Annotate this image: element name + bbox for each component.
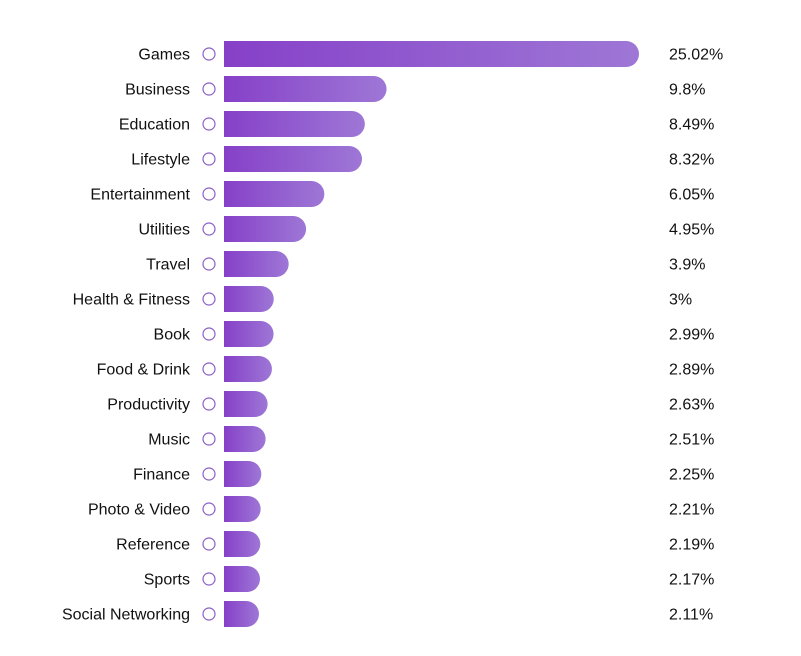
value-label: 2.19% [669, 537, 714, 554]
value-label: 2.17% [669, 572, 714, 589]
category-label: Travel [146, 257, 190, 274]
value-label: 2.99% [669, 327, 714, 344]
bar [224, 356, 272, 382]
bar-row: Utilities 4.95% [138, 216, 714, 242]
value-label: 2.11% [669, 607, 713, 624]
category-label: Sports [144, 572, 190, 589]
value-label: 3% [669, 292, 692, 309]
category-label: Music [148, 432, 190, 449]
bar [224, 391, 268, 417]
category-label: Social Networking [62, 607, 190, 624]
bar-row: Games 25.02% [138, 41, 723, 67]
category-label: Finance [133, 467, 190, 484]
bar-row: Lifestyle 8.32% [131, 146, 714, 172]
bar-row: Sports 2.17% [144, 566, 714, 592]
category-label: Business [125, 82, 190, 99]
circle-outline-icon[interactable] [202, 537, 216, 551]
bar [224, 601, 259, 627]
bar-row: Health & Fitness 3% [73, 286, 692, 312]
circle-outline-icon[interactable] [202, 152, 216, 166]
bar-row: Book 2.99% [154, 321, 714, 347]
category-label: Food & Drink [97, 362, 191, 379]
bar [224, 76, 387, 102]
value-label: 2.25% [669, 467, 714, 484]
bar [224, 286, 274, 312]
bar-row: Finance 2.25% [133, 461, 714, 487]
bar [224, 181, 325, 207]
category-label: Photo & Video [88, 502, 190, 519]
category-label: Utilities [138, 222, 190, 239]
bar-row: Entertainment 6.05% [90, 181, 714, 207]
circle-outline-icon[interactable] [202, 362, 216, 376]
value-label: 3.9% [669, 257, 705, 274]
value-label: 9.8% [669, 82, 705, 99]
category-label: Education [119, 117, 190, 134]
category-label: Book [154, 327, 191, 344]
circle-outline-icon[interactable] [202, 327, 216, 341]
value-label: 4.95% [669, 222, 714, 239]
circle-outline-icon[interactable] [202, 82, 216, 96]
value-label: 2.51% [669, 432, 714, 449]
circle-outline-icon[interactable] [202, 257, 216, 271]
bar-row: Music 2.51% [148, 426, 714, 452]
circle-outline-icon[interactable] [202, 187, 216, 201]
category-label: Health & Fitness [73, 292, 190, 309]
bar [224, 566, 260, 592]
value-label: 8.32% [669, 152, 714, 169]
bar-row: Business 9.8% [125, 76, 705, 102]
bar-row: Education 8.49% [119, 111, 714, 137]
bar-row: Travel 3.9% [146, 251, 705, 277]
bar [224, 146, 363, 172]
bar [224, 461, 262, 487]
category-label: Entertainment [90, 187, 190, 204]
circle-outline-icon[interactable] [202, 502, 216, 516]
circle-outline-icon[interactable] [202, 397, 216, 411]
category-label: Reference [116, 537, 190, 554]
category-label: Productivity [107, 397, 190, 414]
bar [224, 531, 261, 557]
circle-outline-icon[interactable] [202, 432, 216, 446]
plot-area: Games 25.02% Business 9.8% Education 8.49% Lif… [62, 41, 723, 627]
bar [224, 251, 289, 277]
category-label: Games [138, 47, 190, 64]
bar-row: Social Networking 2.11% [62, 601, 713, 627]
circle-outline-icon[interactable] [202, 572, 216, 586]
circle-outline-icon[interactable] [202, 47, 216, 61]
bar [224, 41, 639, 67]
circle-outline-icon[interactable] [202, 607, 216, 621]
value-label: 2.63% [669, 397, 714, 414]
circle-outline-icon[interactable] [202, 222, 216, 236]
value-label: 25.02% [669, 47, 723, 64]
bar-row: Productivity 2.63% [107, 391, 714, 417]
bar [224, 321, 274, 347]
value-label: 2.21% [669, 502, 714, 519]
bar-row: Photo & Video 2.21% [88, 496, 714, 522]
bar [224, 496, 261, 522]
bar [224, 111, 365, 137]
bar [224, 216, 307, 242]
value-label: 2.89% [669, 362, 714, 379]
bar [224, 426, 266, 452]
bar-row: Reference 2.19% [116, 531, 714, 557]
value-label: 6.05% [669, 187, 714, 204]
circle-outline-icon[interactable] [202, 117, 216, 131]
category-label: Lifestyle [131, 152, 190, 169]
value-label: 8.49% [669, 117, 714, 134]
circle-outline-icon[interactable] [202, 467, 216, 481]
circle-outline-icon[interactable] [202, 292, 216, 306]
bar-row: Food & Drink 2.89% [97, 356, 714, 382]
